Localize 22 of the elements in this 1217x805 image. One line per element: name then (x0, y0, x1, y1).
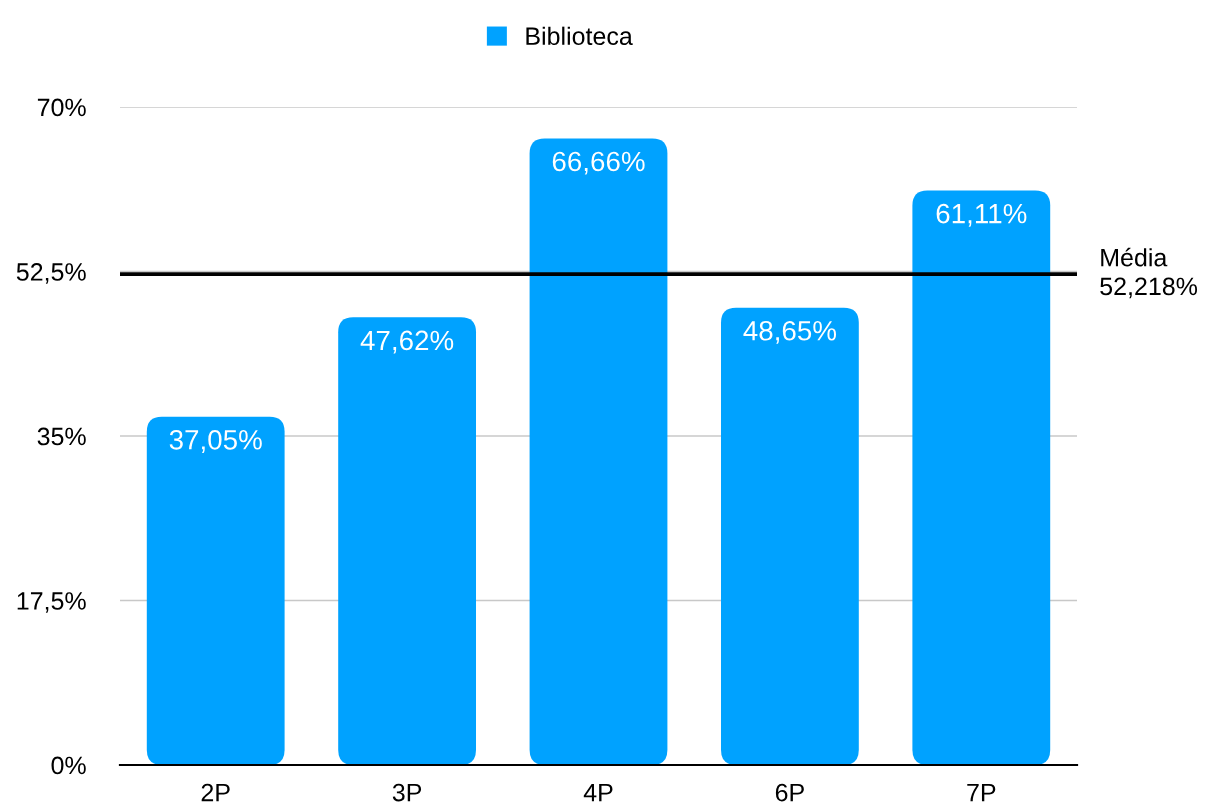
y-tick-label: 17,5% (17, 592, 86, 613)
bar (338, 317, 476, 765)
y-tick-label: 0% (51, 756, 86, 775)
y-tick-label: 35% (37, 427, 86, 446)
y-tick-label: 70% (37, 98, 86, 117)
data-label: 66,66% (552, 151, 645, 175)
ref-line-label: Média 52,218% (1100, 247, 1198, 299)
data-label: 48,65% (743, 320, 837, 344)
bar (529, 138, 668, 765)
x-tick-label: 3P (392, 783, 422, 802)
bar (721, 307, 859, 765)
data-label: 37,05% (169, 429, 262, 453)
y-tick-label: 52,5% (16, 263, 86, 284)
data-label: 61,11% (936, 203, 1027, 227)
bar (146, 416, 285, 765)
x-tick-label: 7P (967, 783, 996, 802)
bar (912, 190, 1051, 765)
data-label: 47,62% (360, 330, 454, 354)
x-tick-label: 2P (201, 783, 230, 802)
x-tick-label: 4P (583, 783, 613, 802)
x-tick-label: 6P (775, 783, 804, 802)
legend-label: Biblioteca (526, 26, 633, 46)
